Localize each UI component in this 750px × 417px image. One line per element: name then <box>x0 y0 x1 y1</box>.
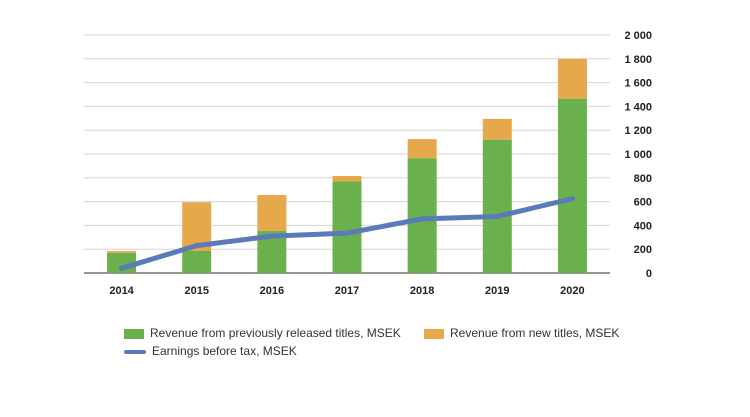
legend-swatch-new <box>424 328 444 339</box>
x-tick-label: 2019 <box>485 285 509 297</box>
earnings-point <box>344 230 350 236</box>
legend-item-previous: Revenue from previously released titles,… <box>124 326 401 340</box>
legend-swatch-earnings <box>124 349 146 354</box>
y-tick-label: 200 <box>634 244 652 256</box>
bar-previous-titles <box>182 250 212 273</box>
earnings-point <box>194 243 200 249</box>
bar-previous-titles <box>332 181 362 273</box>
legend-label-earnings: Earnings before tax, MSEK <box>152 344 297 358</box>
bar-previous-titles <box>407 158 437 273</box>
y-tick-label: 2 000 <box>624 30 652 42</box>
x-tick-label: 2017 <box>335 285 359 297</box>
y-tick-label: 1 000 <box>624 149 652 161</box>
legend-item-earnings: Earnings before tax, MSEK <box>124 344 297 358</box>
legend-swatch-previous <box>124 328 144 339</box>
bar-new-titles <box>332 176 362 182</box>
bar-new-titles <box>557 58 587 99</box>
y-tick-label: 0 <box>646 268 652 280</box>
bar-previous-titles <box>482 139 512 273</box>
y-tick-label: 1 800 <box>624 54 652 66</box>
y-tick-label: 400 <box>634 220 652 232</box>
x-tick-label: 2014 <box>109 285 134 297</box>
legend-label-new: Revenue from new titles, MSEK <box>450 326 620 340</box>
bar-new-titles <box>482 118 512 140</box>
y-tick-label: 1 600 <box>624 78 652 90</box>
x-tick-label: 2016 <box>260 285 284 297</box>
x-tick-label: 2018 <box>410 285 434 297</box>
earnings-point <box>269 233 275 239</box>
x-tick-label: 2020 <box>560 285 584 297</box>
y-tick-label: 1 400 <box>624 101 652 113</box>
y-tick-label: 600 <box>634 197 652 209</box>
y-tick-label: 800 <box>634 173 652 185</box>
legend-item-new: Revenue from new titles, MSEK <box>424 326 619 340</box>
x-tick-label: 2015 <box>184 285 208 297</box>
legend-label-previous: Revenue from previously released titles,… <box>150 326 401 340</box>
earnings-point <box>569 196 575 202</box>
bar-new-titles <box>257 195 287 231</box>
earnings-point <box>419 216 425 222</box>
earnings-point <box>494 213 500 219</box>
bar-previous-titles <box>557 98 587 273</box>
earnings-point <box>119 265 125 271</box>
y-tick-label: 1 200 <box>624 125 652 137</box>
bar-new-titles <box>407 139 437 159</box>
bar-new-titles <box>107 250 137 253</box>
